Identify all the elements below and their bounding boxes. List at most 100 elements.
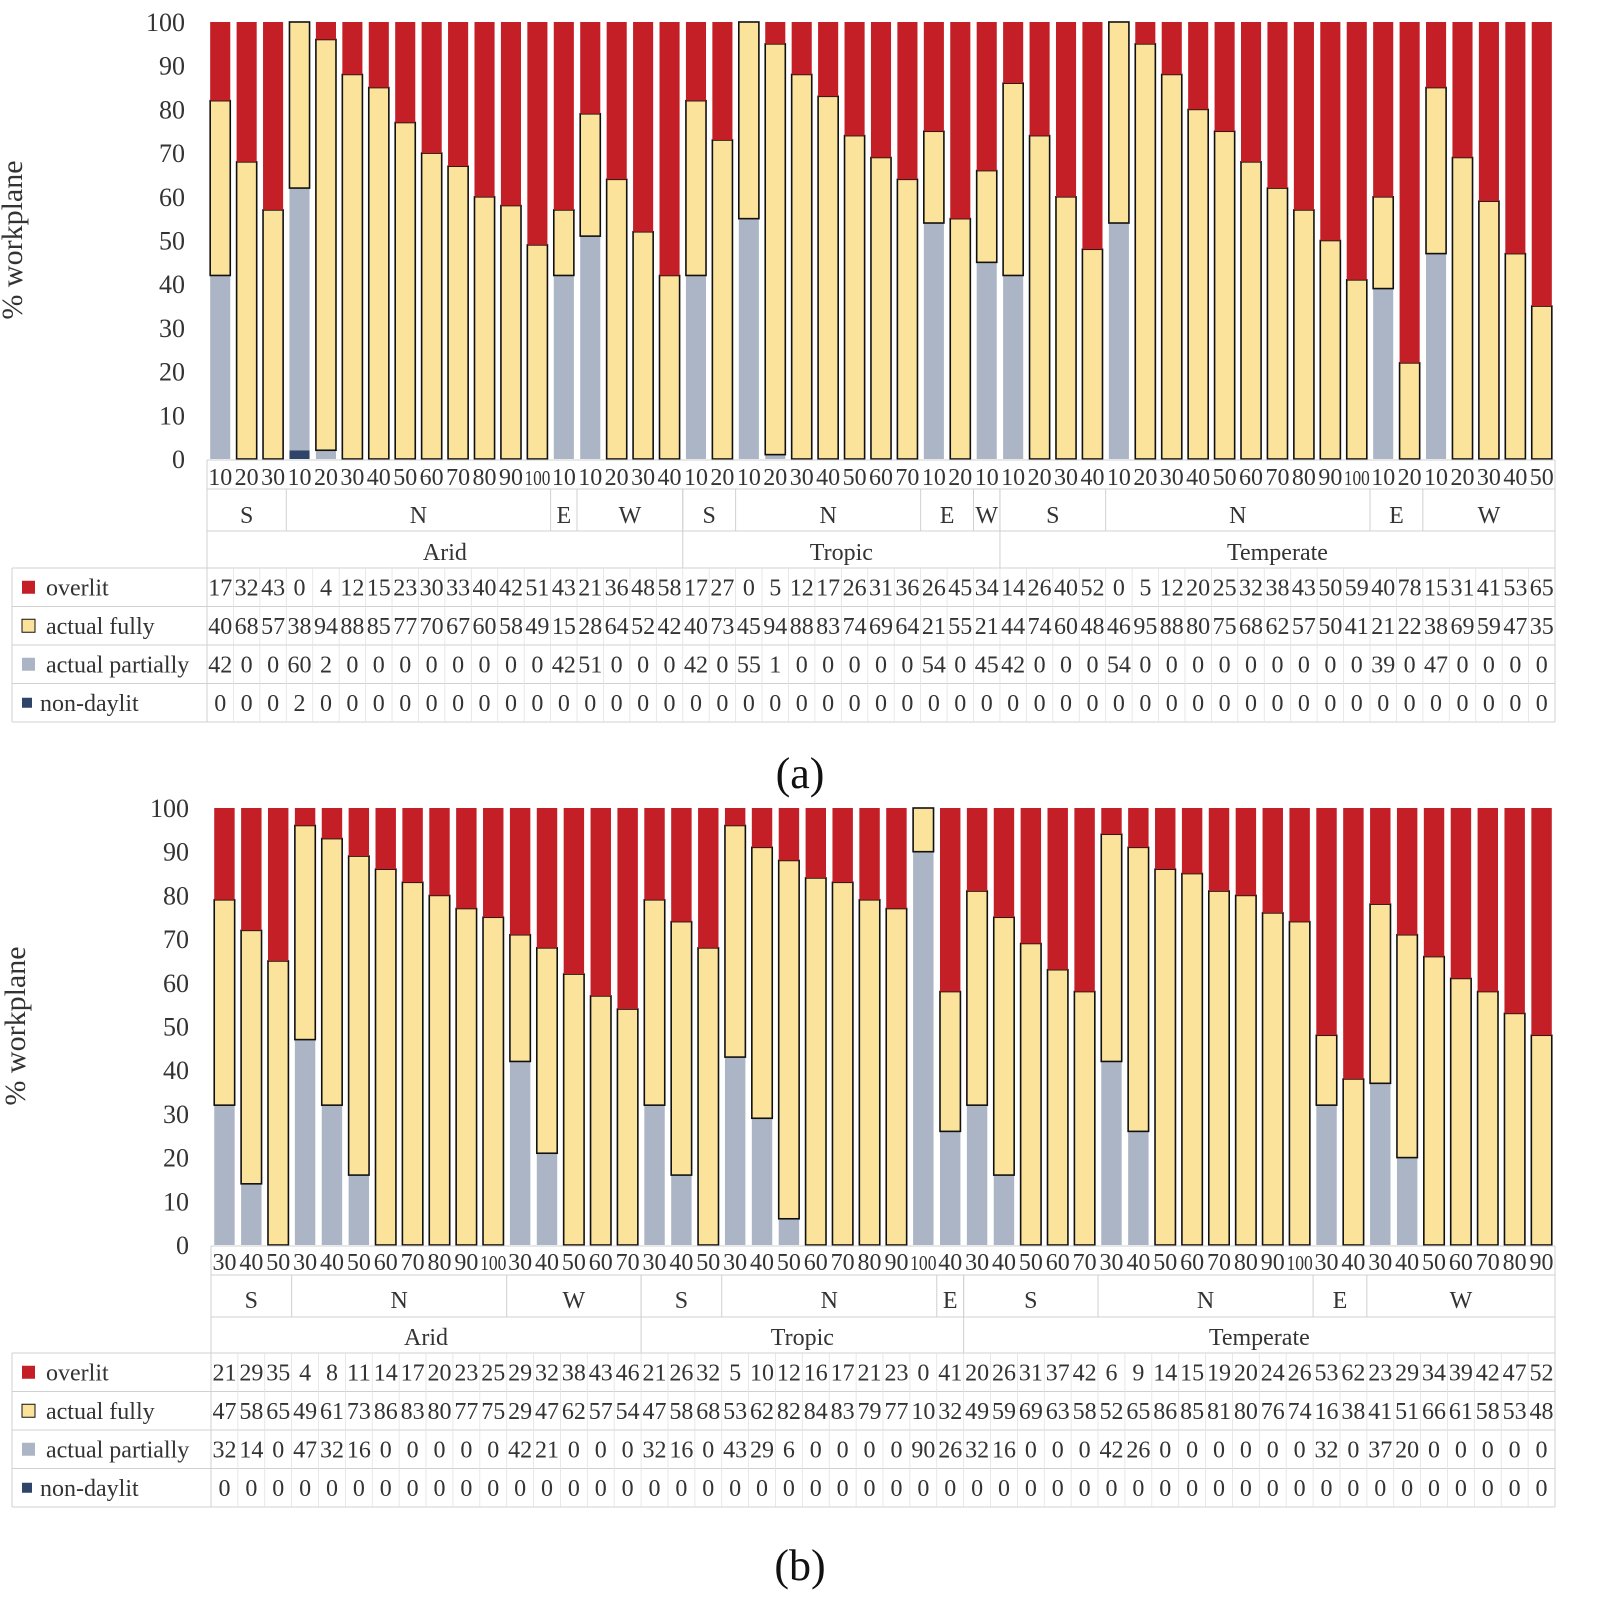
table-value: 0: [1186, 1476, 1198, 1502]
table-value: 41: [1368, 1399, 1392, 1425]
table-value: 43: [261, 575, 285, 601]
bar-segment-actual-fully: [1240, 161, 1262, 460]
table-value: 47: [212, 1399, 236, 1425]
bar-segment-overlit: [1128, 808, 1149, 848]
table-value: 4: [299, 1360, 311, 1386]
table-value: 28: [578, 614, 602, 640]
bar-segment-overlit: [375, 808, 396, 870]
bar-segment-actual-partially: [644, 1105, 665, 1245]
bar-segment-overlit: [448, 22, 469, 167]
bar-segment-actual-fully: [535, 947, 559, 1155]
table-value: 43: [589, 1360, 613, 1386]
bar-segment-actual-partially: [580, 236, 601, 459]
table-value: 0: [531, 652, 543, 678]
table-value: 0: [1351, 691, 1363, 717]
table-value: 0: [1113, 691, 1125, 717]
table-value: 58: [499, 614, 523, 640]
bar-segment-actual-fully: [670, 920, 693, 1176]
table-value: 0: [452, 652, 464, 678]
bar-segment-actual-fully: [1154, 868, 1177, 1246]
bar-segment-actual-fully: [777, 859, 800, 1220]
x-tick-label: 60: [589, 1250, 613, 1276]
table-value: 54: [1107, 652, 1131, 678]
table-value: 68: [1239, 614, 1263, 640]
x-tick-label: 50: [347, 1250, 371, 1276]
bar-segment-actual-fully: [473, 196, 496, 460]
table-value: 0: [380, 1476, 392, 1502]
table-value: 29: [508, 1399, 532, 1425]
table-value: 52: [1530, 1360, 1554, 1386]
table-value: 64: [605, 614, 629, 640]
bar-segment-overlit: [527, 22, 548, 245]
table-value: 0: [568, 1476, 580, 1502]
table-value: 0: [954, 691, 966, 717]
legend-label: non-daylit: [40, 1476, 139, 1502]
bar-segment-actual-fully: [1451, 156, 1474, 460]
table-value: 0: [505, 691, 517, 717]
table-value: 0: [373, 691, 385, 717]
table-value: 52: [631, 614, 655, 640]
bar-segment-actual-fully: [1345, 279, 1368, 460]
bar-segment-actual-fully: [562, 973, 585, 1246]
x-tick-label: 20: [605, 465, 629, 491]
table-value: 0: [622, 1437, 634, 1463]
x-tick-label: 20: [763, 465, 787, 491]
table-value: 58: [1476, 1399, 1500, 1425]
bar-segment-actual-fully: [1315, 1034, 1338, 1106]
bar-segment-actual-partially: [289, 188, 310, 451]
table-value: 20: [1395, 1437, 1419, 1463]
bar-segment-actual-fully: [1081, 248, 1104, 460]
table-value: 68: [235, 614, 259, 640]
orientation-label: S: [245, 1288, 258, 1314]
y-tick-label: 40: [163, 1056, 189, 1085]
table-value: 0: [637, 652, 649, 678]
table-value: 21: [975, 614, 999, 640]
x-tick-label: 40: [320, 1250, 344, 1276]
table-value: 0: [1159, 1476, 1171, 1502]
table-value: 5: [729, 1360, 741, 1386]
table-value: 15: [1180, 1360, 1204, 1386]
bar-segment-overlit: [644, 808, 665, 900]
bar-segment-actual-partially: [214, 1105, 235, 1245]
table-value: 8: [326, 1360, 338, 1386]
bar-segment-actual-fully: [1293, 209, 1315, 460]
y-tick-label: 60: [159, 183, 185, 212]
x-tick-label: 80: [1503, 1250, 1527, 1276]
climate-label: Tropic: [810, 540, 873, 566]
x-tick-label: 40: [1186, 465, 1210, 491]
table-value: 31: [1019, 1360, 1043, 1386]
table-value: 0: [1430, 691, 1442, 717]
table-value: 53: [1315, 1360, 1339, 1386]
table-value: 0: [326, 1476, 338, 1502]
bar-segment-actual-fully: [804, 877, 827, 1246]
bar-segment-overlit: [765, 22, 786, 44]
x-tick-label: 30: [631, 465, 655, 491]
table-value: 0: [998, 1476, 1010, 1502]
bar-segment-overlit: [685, 22, 707, 101]
table-value: 63: [1046, 1399, 1070, 1425]
x-tick-label: 40: [535, 1250, 559, 1276]
table-value: 59: [1477, 614, 1501, 640]
table-value: 27: [710, 575, 734, 601]
table-value: 65: [266, 1399, 290, 1425]
bar-segment-overlit: [402, 808, 423, 883]
table-value: 40: [1371, 575, 1395, 601]
bar-segment-actual-fully: [213, 898, 236, 1106]
bar-segment-overlit: [1423, 808, 1445, 957]
table-value: 5: [769, 575, 781, 601]
table-value: 60: [288, 652, 312, 678]
table-value: 37: [1046, 1360, 1070, 1386]
table-value: 0: [1034, 652, 1046, 678]
table-value: 26: [938, 1437, 962, 1463]
x-tick-label: 10: [578, 465, 602, 491]
table-value: 12: [777, 1360, 801, 1386]
table-value: 58: [1073, 1399, 1097, 1425]
x-tick-label: 30: [340, 465, 364, 491]
table-value: 0: [664, 652, 676, 678]
table-value: 17: [831, 1360, 855, 1386]
table-value: 54: [616, 1399, 640, 1425]
x-tick-label: 10: [1424, 465, 1448, 491]
table-value: 47: [1503, 614, 1527, 640]
table-value: 23: [1368, 1360, 1392, 1386]
bar-segment-overlit: [1020, 808, 1042, 944]
